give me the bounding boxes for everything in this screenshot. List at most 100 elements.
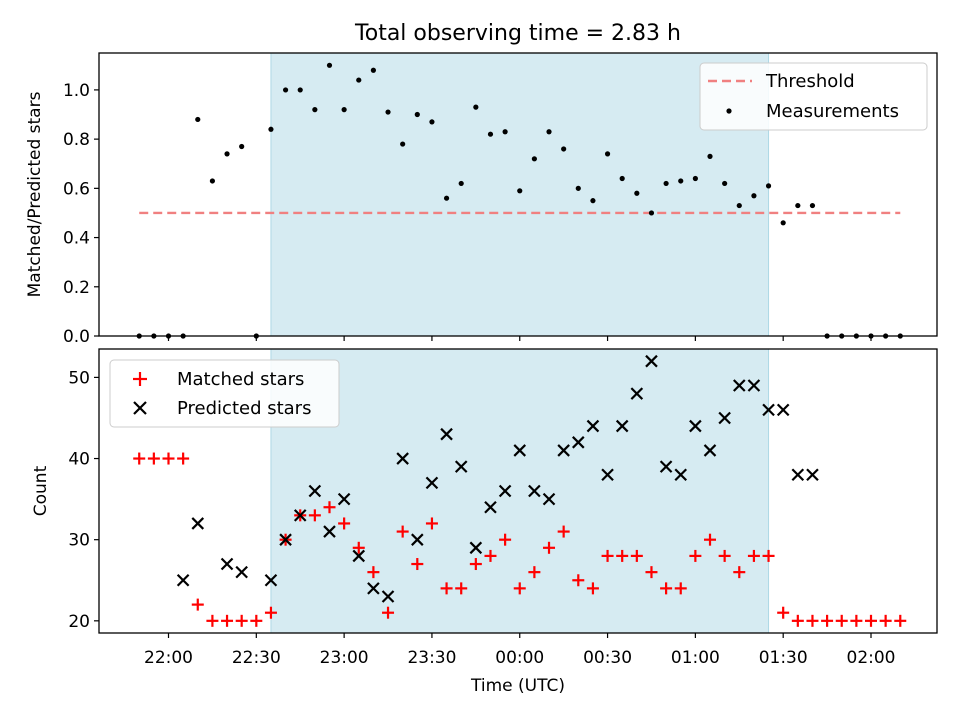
matched-star-marker [718,549,731,562]
bottom-plot-frame [98,348,938,634]
matched-star-marker [704,533,717,546]
measurement-point [429,119,435,125]
measurement-point [209,178,216,184]
matched-star-marker [791,614,804,627]
matched-star-marker [572,574,585,587]
matched-star-marker [264,606,277,619]
predicted-star-points [176,354,819,603]
measurement-point [619,175,625,182]
x-tick-label: 23:00 [320,648,369,668]
measurement-point [590,198,596,204]
predicted-star-marker [498,484,512,498]
predicted-star-marker [279,533,292,546]
matched-star-points [133,452,907,627]
top-y-tick-label: 0.2 [63,278,90,298]
predicted-star-marker [674,468,688,482]
predicted-star-marker [293,509,307,522]
predicted-star-marker [615,419,629,433]
predicted-star-marker [513,444,527,457]
measurement-point [634,190,640,196]
matched-star-marker [484,549,497,562]
matched-star-marker [674,582,687,595]
predicted-star-marker [381,590,395,603]
measurement-point [224,151,230,157]
x-tick-label: 23:30 [407,648,456,668]
matched-star-marker [396,525,409,538]
measurement-point [400,141,406,147]
predicted-star-marker [718,411,731,425]
predicted-star-marker [791,468,805,482]
predicted-star-marker [440,427,453,441]
measurement-point [575,185,581,191]
x-tick-label: 00:30 [583,648,632,668]
top-y-axis-label: Matched/Predicted stars [25,91,45,297]
matched-star-marker [850,614,863,627]
predicted-star-marker [586,419,600,433]
matched-star-marker [455,582,468,595]
predicted-star-marker [220,557,234,571]
matched-star-marker [733,566,746,579]
matched-star-marker [338,517,351,530]
measurement-point [341,107,347,113]
matched-star-marker [835,614,848,627]
predicted-star-marker [337,492,351,506]
measurement-point [546,129,552,135]
bottom-y-tick-label: 50 [68,368,90,388]
predicted-star-marker [776,403,790,417]
matched-star-marker [630,549,643,562]
measurement-point [195,116,201,123]
measurement-point [765,183,772,189]
measurement-point [356,77,362,83]
top-y-tick-label: 1.0 [63,81,90,101]
measurement-point [326,62,333,68]
matched-star-marker [543,541,556,554]
top-legend-box [699,62,928,131]
chart-title: Total observing time = 2.83 h [354,21,681,46]
top-x-axis-ticks [167,336,872,341]
predicted-star-marker [542,492,556,506]
matched-star-marker [177,452,190,465]
matched-star-marker [513,582,526,595]
measurement-point [414,111,420,118]
measurement-point [736,202,742,209]
measurement-point [370,67,376,73]
matched-star-marker [411,558,424,571]
predicted-star-marker [528,484,541,498]
measurement-point [722,180,728,187]
measurement-point [385,109,391,115]
matched-star-marker [879,614,892,627]
bottom-panel: 20 30 40 50 22:00 22:30 23:00 23:30 00:00 00:30 0… [31,348,938,696]
measurement-point [780,220,786,226]
matched-star-marker [382,606,395,619]
predicted-star-marker [469,541,483,555]
matched-star-marker [250,614,263,627]
matched-star-marker [323,501,336,514]
legend-measurements-swatch [726,108,732,114]
top-y-tick-label: 0.8 [63,130,90,150]
matched-star-marker [616,549,629,562]
bottom-y-tick-label: 40 [68,450,90,470]
x-axis-label: Time (UTC) [470,676,565,696]
bottom-y-tick-label: 20 [68,612,90,632]
predicted-star-marker [367,582,380,595]
x-tick-label: 02:00 [847,648,896,668]
predicted-star-marker [659,460,673,473]
matched-star-marker [425,517,438,530]
top-y-axis: 0.0 0.2 0.4 0.6 0.8 1.0 [63,81,99,347]
top-panel: 0.0 0.2 0.4 0.6 0.8 1.0 Matched/Predicted sta… [25,52,938,347]
matched-star-marker [440,582,453,595]
measurement-point [487,131,494,137]
predicted-star-marker [264,573,278,587]
matched-star-marker [133,452,146,465]
measurement-point [531,156,537,162]
matched-star-marker [601,549,614,562]
predicted-star-marker [733,379,746,392]
matched-star-marker [469,558,482,571]
top-plot-frame [98,52,938,337]
legend-matched-swatch [133,372,147,386]
measurement-point [443,195,450,201]
measurement-point [517,188,523,194]
predicted-star-marker [191,517,205,530]
bottom-x-axis: 22:00 22:30 23:00 23:30 00:00 00:30 01:00 01:30… [144,633,896,668]
predicted-star-marker [176,573,190,587]
